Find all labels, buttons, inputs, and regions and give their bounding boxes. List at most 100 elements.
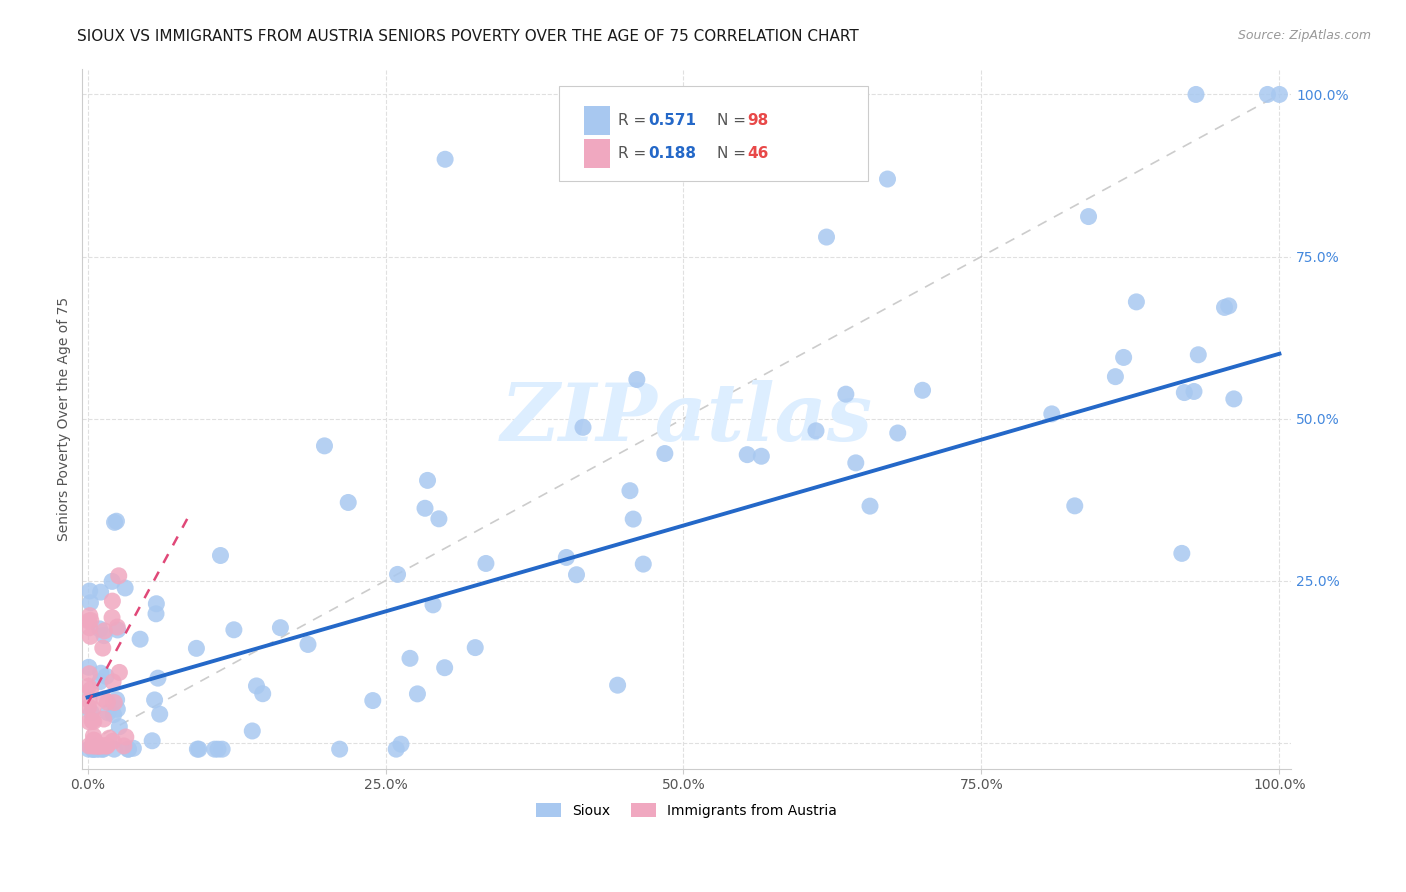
Point [96,695,118,709]
Point [427,512,450,526]
Point [422,598,444,612]
Point [555,550,578,565]
Point [83,714,105,729]
Point [621,512,644,526]
Point [859,499,882,513]
Point [565,567,588,582]
Point [101,610,124,624]
Legend: Sioux, Immigrants from Austria: Sioux, Immigrants from Austria [529,796,844,825]
Point [143,693,166,707]
Point [101,674,124,689]
Point [101,574,124,589]
Point [93,629,115,643]
Point [94,669,117,683]
Point [91,742,114,756]
Point [107,569,129,583]
Point [93,692,115,706]
Point [86,739,108,753]
Point [361,693,384,707]
Point [245,679,267,693]
Point [105,620,128,634]
Point [269,621,291,635]
Point [82,739,104,753]
Point [101,594,124,608]
Text: 46: 46 [747,145,768,161]
Point [87,739,110,753]
Point [93,624,115,638]
Point [79,666,101,681]
Text: N =: N = [717,112,751,128]
Point [1171,546,1194,560]
Point [211,742,233,756]
Point [108,665,131,680]
Point [82,742,104,756]
Point [1268,87,1291,102]
Point [406,687,429,701]
Point [433,661,456,675]
Point [90,666,112,681]
Point [83,733,105,747]
Point [82,714,104,728]
Point [1104,369,1126,384]
Point [79,621,101,635]
Point [83,739,105,753]
Text: Source: ZipAtlas.com: Source: ZipAtlas.com [1237,29,1371,42]
Point [105,514,128,528]
Point [82,729,104,743]
Point [77,714,100,729]
Point [87,739,110,753]
Point [114,730,136,744]
Point [86,742,108,756]
Point [815,230,838,244]
Point [1077,210,1099,224]
FancyBboxPatch shape [583,105,610,135]
Point [80,614,103,628]
Point [187,742,209,756]
Point [1223,392,1246,406]
Point [97,706,120,720]
Point [77,693,100,707]
Point [141,733,163,747]
Point [804,424,827,438]
Point [1187,348,1209,362]
Point [572,420,595,434]
Point [1185,87,1208,102]
Point [82,739,104,753]
Point [413,501,436,516]
Text: 0.188: 0.188 [648,145,696,161]
Point [835,387,858,401]
Point [83,742,105,756]
Point [83,733,105,747]
Point [845,456,868,470]
Point [626,372,648,386]
Point [77,700,100,714]
Point [619,483,641,498]
Point [90,739,112,753]
Point [105,692,128,706]
Point [146,671,169,685]
Point [654,446,676,460]
Point [101,734,124,748]
Point [77,660,100,674]
Point [464,640,486,655]
Point [1256,87,1278,102]
Point [107,623,129,637]
Point [77,742,100,756]
Point [606,678,628,692]
Point [389,737,412,751]
Text: 98: 98 [747,112,768,128]
Point [77,679,100,693]
Point [329,742,352,756]
Point [105,702,128,716]
Point [117,742,139,756]
Point [91,742,114,756]
Y-axis label: Seniors Poverty Over the Age of 75: Seniors Poverty Over the Age of 75 [58,296,72,541]
Point [103,696,125,710]
Point [297,637,319,651]
Text: R =: R = [617,112,651,128]
Point [96,739,118,753]
Point [387,567,409,582]
Text: N =: N = [717,145,751,161]
Point [93,739,115,753]
Point [82,702,104,716]
